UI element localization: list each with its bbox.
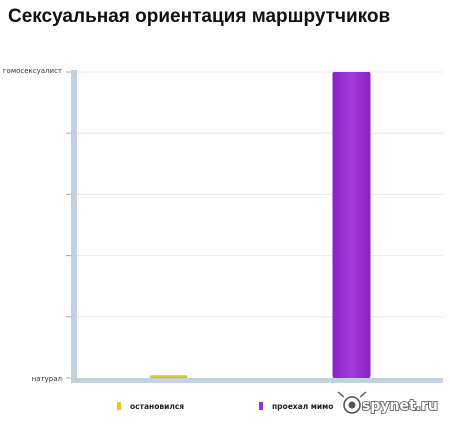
legend-label-passed: проехал мимо bbox=[272, 402, 333, 411]
x-axis bbox=[71, 378, 443, 383]
legend-swatch-passed bbox=[259, 402, 263, 410]
y-tick-label-top: гомосексуалист bbox=[3, 67, 62, 75]
watermark-text: spynet.ru bbox=[362, 398, 438, 414]
legend-label-stopped: остановился bbox=[130, 402, 184, 411]
grid-lines bbox=[77, 71, 443, 318]
y-axis bbox=[71, 70, 77, 382]
legend: остановился проехал мимо bbox=[117, 402, 333, 411]
chart-title: Сексуальная ориентация маршрутчиков bbox=[8, 6, 391, 27]
legend-swatch-stopped bbox=[117, 402, 121, 410]
watermark: spynet.ru bbox=[337, 391, 439, 415]
y-axis-ticks bbox=[66, 71, 71, 379]
bar-stopped bbox=[149, 374, 188, 378]
bar-passed bbox=[332, 72, 371, 378]
y-tick-label-bottom: натурал bbox=[32, 375, 62, 383]
